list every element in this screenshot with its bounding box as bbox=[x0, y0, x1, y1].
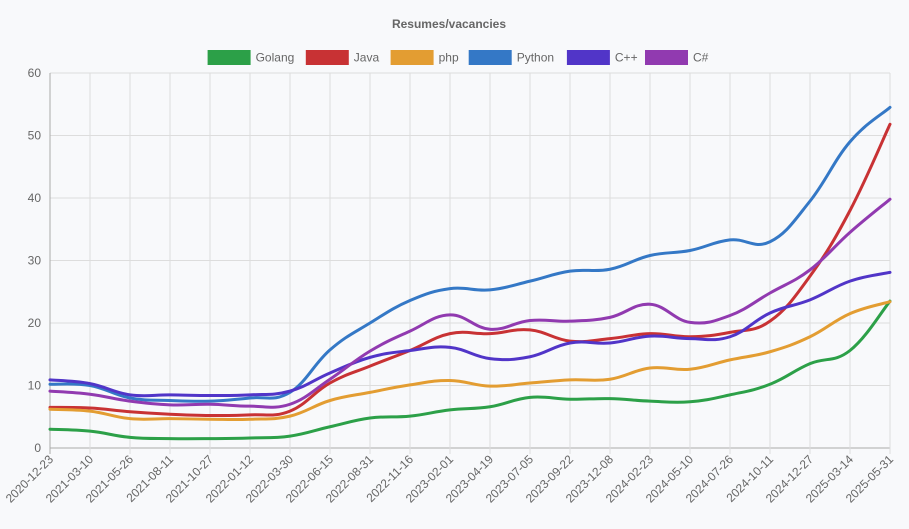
legend-swatch-python bbox=[468, 50, 512, 65]
y-tick-label: 40 bbox=[28, 191, 42, 205]
legend-label: Golang bbox=[256, 51, 295, 65]
y-tick-label: 10 bbox=[28, 379, 42, 393]
series-line-php bbox=[48, 300, 892, 422]
legend-swatch-c# bbox=[645, 50, 688, 65]
legend-swatch-c++ bbox=[566, 50, 610, 65]
y-tick-label: 60 bbox=[28, 66, 42, 80]
y-tick-label: 50 bbox=[28, 129, 42, 143]
legend-label: Python bbox=[517, 51, 554, 65]
legend-label: Java bbox=[354, 51, 380, 65]
legend-label: C++ bbox=[615, 51, 638, 65]
legend-label: php bbox=[439, 51, 459, 65]
series-line-c++ bbox=[48, 270, 892, 398]
legend: Golang Java php Python C++ C# bbox=[207, 50, 709, 65]
series-line-python bbox=[48, 105, 892, 403]
series-line-java bbox=[48, 122, 892, 418]
chart-title: Resumes/vacancies bbox=[392, 17, 506, 31]
y-tick-label: 0 bbox=[34, 441, 41, 455]
legend-label: C# bbox=[693, 51, 709, 65]
legend-swatch-php bbox=[390, 50, 434, 65]
series-lines bbox=[48, 105, 892, 441]
series-line-golang bbox=[48, 299, 892, 441]
y-tick-label: 20 bbox=[28, 316, 42, 330]
grid bbox=[49, 72, 891, 454]
legend-swatch-golang bbox=[207, 50, 251, 65]
y-tick-label: 30 bbox=[28, 254, 42, 268]
series-line-c# bbox=[48, 197, 892, 409]
legend-swatch-java bbox=[305, 50, 349, 65]
